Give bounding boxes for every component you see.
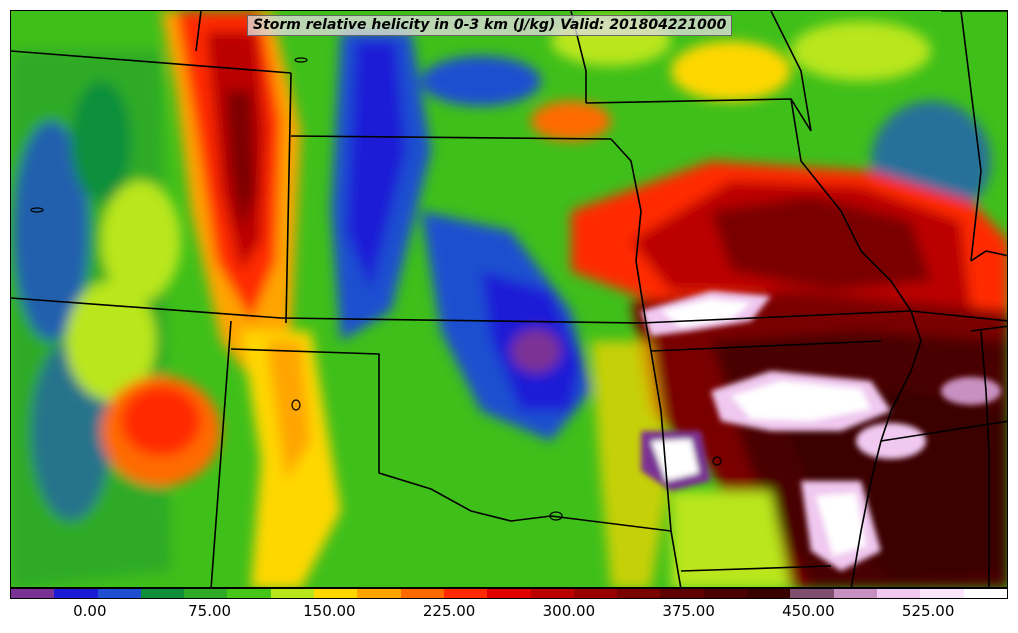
colorbar-tick-label: 375.00 bbox=[662, 602, 715, 620]
colorbar-tick-label: 450.00 bbox=[782, 602, 835, 620]
colorbar-segment bbox=[487, 589, 531, 598]
colorbar-segment bbox=[703, 589, 748, 598]
colorbar-tick-label: 150.00 bbox=[303, 602, 356, 620]
colorbar-segment bbox=[140, 589, 185, 598]
colorbar-segment bbox=[617, 589, 661, 598]
colorbar-tick-label: 300.00 bbox=[542, 602, 596, 620]
colorbar-tick-label: 525.00 bbox=[901, 602, 955, 620]
colorbar-segment bbox=[314, 589, 358, 598]
colorbar-tick-label: 75.00 bbox=[188, 602, 232, 620]
helicity-field bbox=[11, 11, 1007, 587]
colorbar-tick-label: 0.00 bbox=[73, 602, 107, 620]
helicity-map: Storm relative helicity in 0-3 km (J/kg)… bbox=[10, 10, 1008, 588]
colorbar-segment bbox=[184, 589, 228, 598]
colorbar-segment bbox=[573, 589, 618, 598]
map-title: Storm relative helicity in 0-3 km (J/kg)… bbox=[247, 15, 733, 36]
colorbar-segment bbox=[54, 589, 98, 598]
colorbar-segment bbox=[660, 589, 704, 598]
colorbar-segment bbox=[747, 589, 791, 598]
colorbar-segment bbox=[443, 589, 488, 598]
colorbar-segment bbox=[876, 589, 921, 598]
colorbar-segment bbox=[963, 589, 1007, 598]
colorbar-segment bbox=[400, 589, 444, 598]
colorbar-segment bbox=[790, 589, 834, 598]
colorbar-segment bbox=[920, 589, 964, 598]
colorbar-segment bbox=[833, 589, 877, 598]
colorbar-segment bbox=[357, 589, 401, 598]
colorbar-tick-label: 225.00 bbox=[422, 602, 476, 620]
colorbar-segment bbox=[227, 589, 271, 598]
colorbar-segment bbox=[97, 589, 141, 598]
colorbar-segment bbox=[530, 589, 574, 598]
colorbar-labels: 0.00 75.00 150.00 225.00 300.00 375.00 450.00 5… bbox=[10, 602, 1008, 624]
colorbar-segment bbox=[11, 589, 55, 598]
colorbar-segment bbox=[270, 589, 315, 598]
colorbar bbox=[10, 588, 1008, 599]
